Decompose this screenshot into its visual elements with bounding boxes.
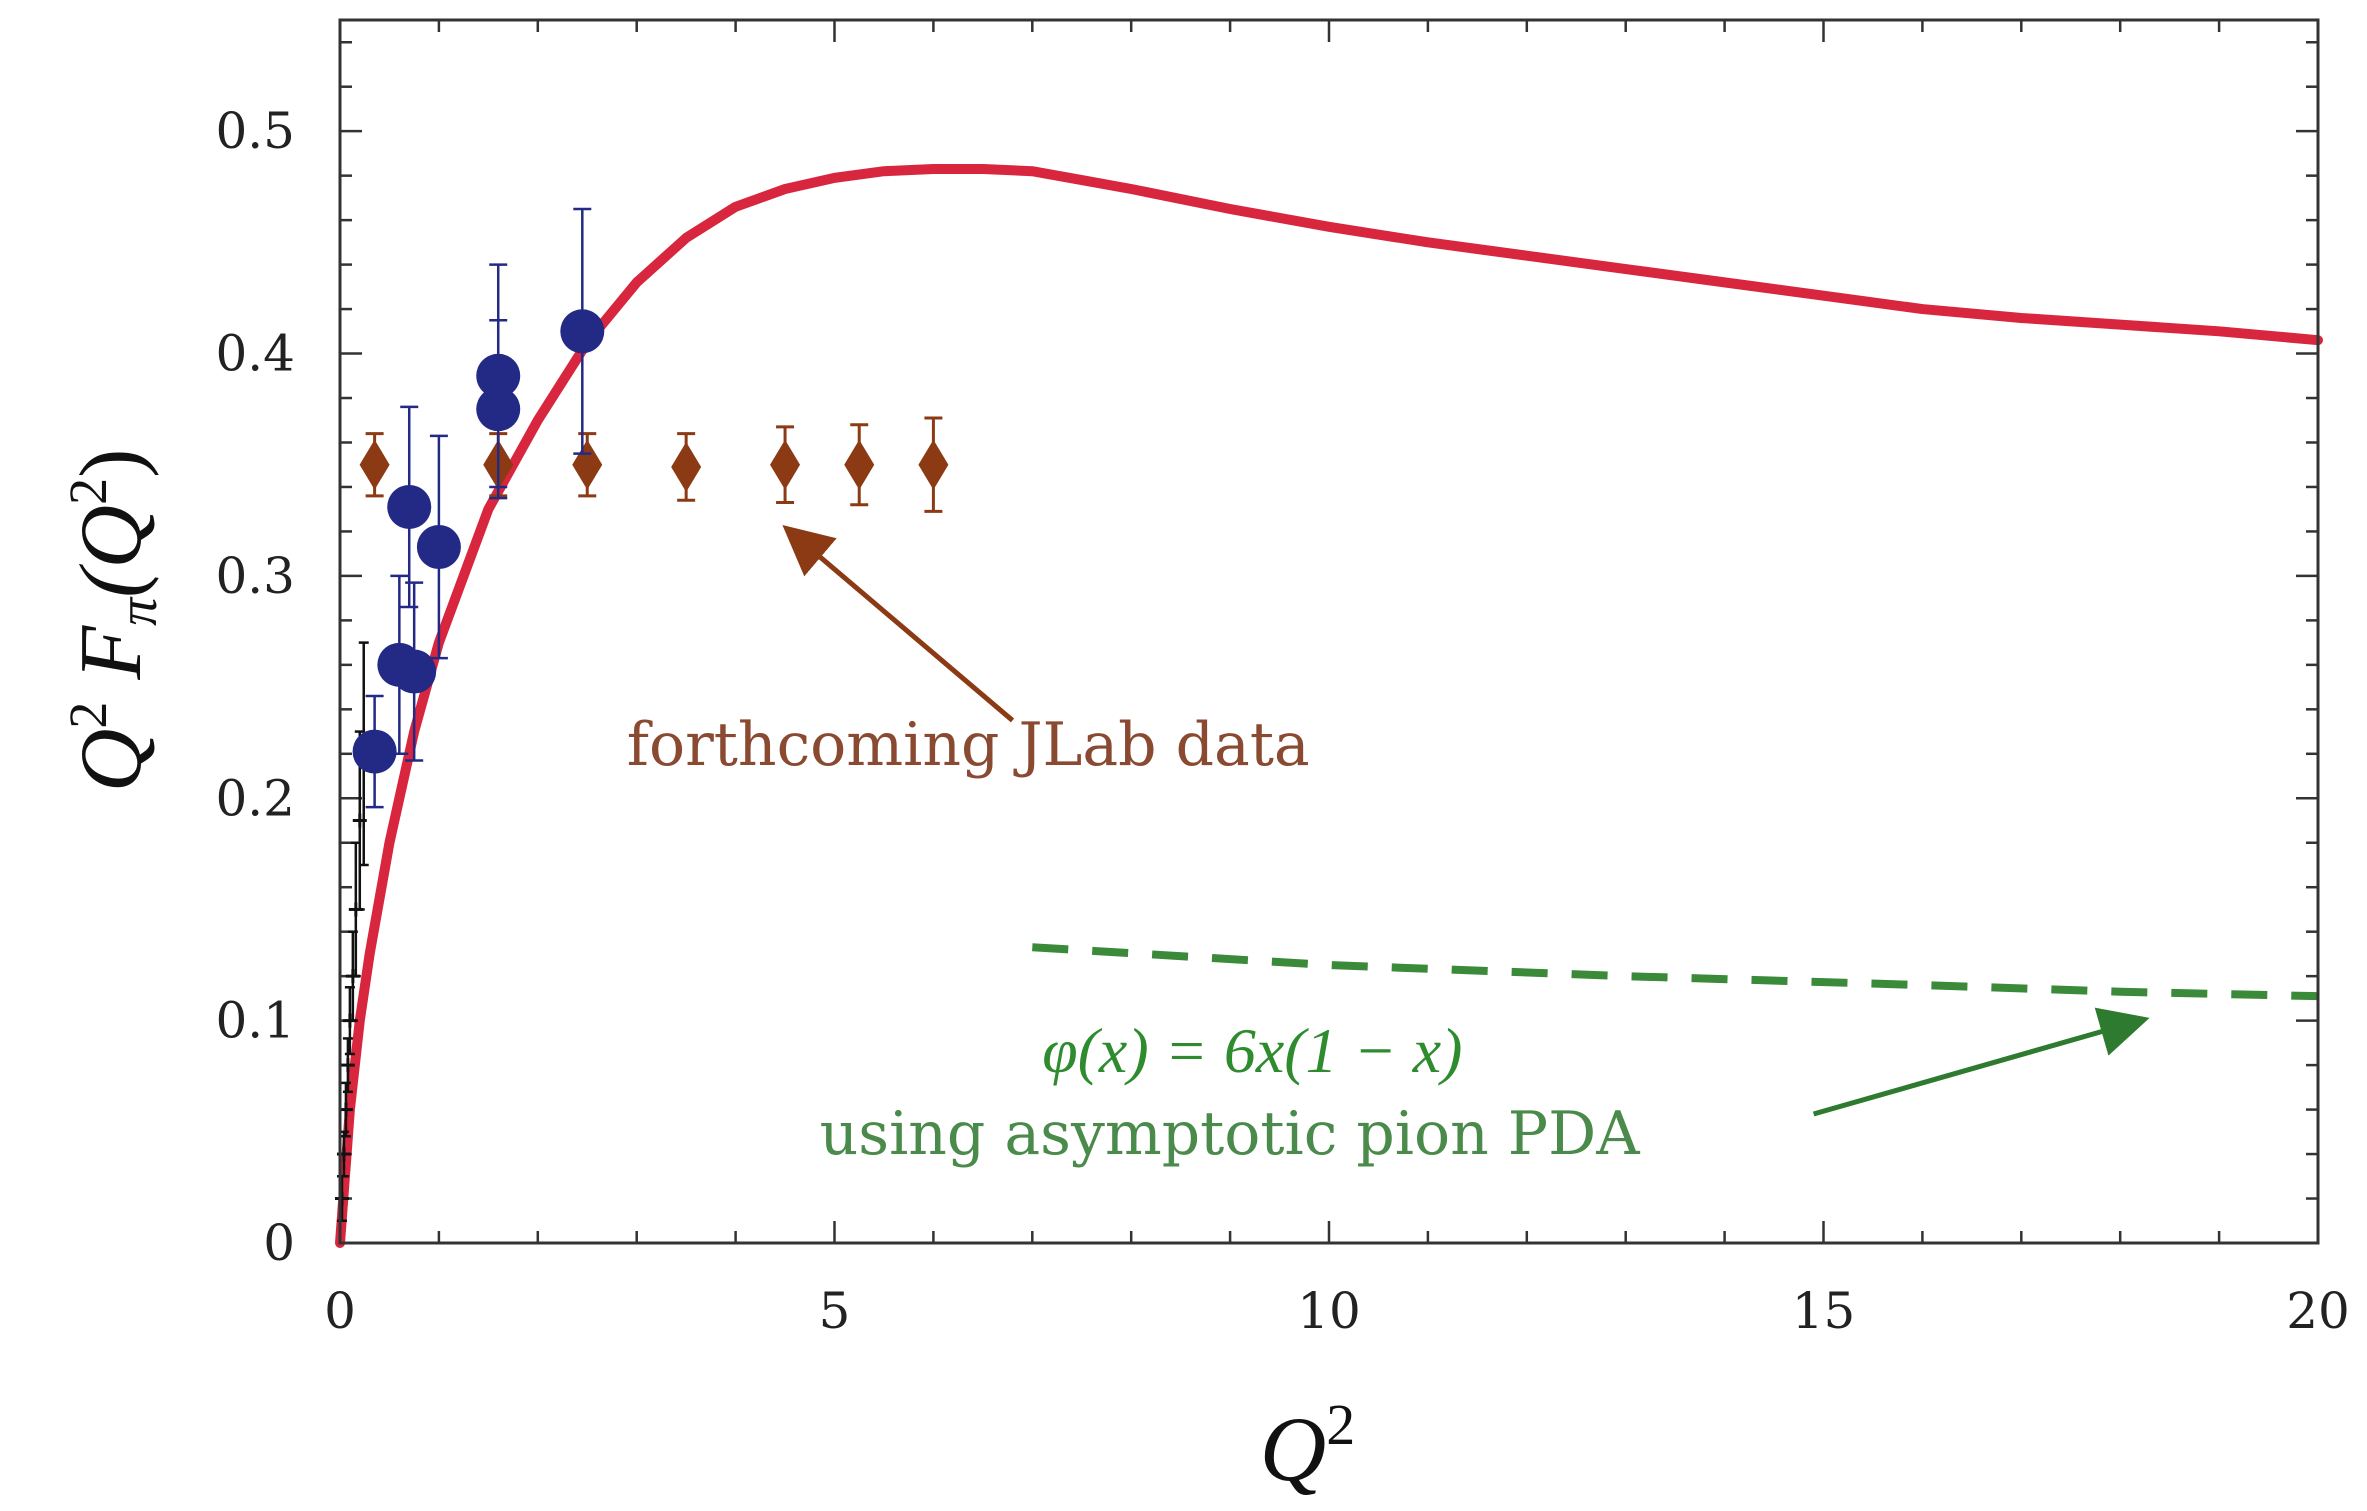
y-tick-label: 0.1: [215, 992, 295, 1050]
y-title-pi: π: [107, 596, 169, 626]
annotation-asymptotic-pda: using asymptotic pion PDA: [820, 1099, 1641, 1169]
y-title-f: F: [63, 625, 160, 702]
x-axis-title-base: Q: [1260, 1398, 1326, 1500]
data-point-diamond: [918, 439, 949, 490]
y-title-open: (Q: [63, 505, 160, 598]
data-point-diamond: [770, 439, 801, 490]
data-point-diamond: [572, 439, 603, 490]
y-title-sup1: 2: [58, 702, 118, 729]
data-point-circle: [416, 525, 461, 570]
y-title-close: ): [63, 449, 160, 478]
tick-labels: 0 5 10 15 20 0 0.1 0.2 0.3 0.4 0.5: [215, 102, 2349, 1340]
annotations: forthcoming JLab data φ(x) = 6x(1 − x) u…: [627, 524, 2150, 1169]
y-tick-label: 0.5: [215, 102, 295, 160]
annotation-jlab-arrow: [782, 524, 1015, 723]
series-layer: [334, 163, 2323, 1248]
annotation-jlab: forthcoming JLab data: [627, 710, 1310, 780]
y-axis-title: Q2 Fπ(Q2): [58, 449, 169, 793]
data-point-circle: [476, 387, 521, 432]
x-tick-label: 0: [324, 1282, 356, 1340]
data-point-circle: [352, 729, 397, 774]
y-tick-label: 0.2: [215, 769, 295, 827]
asymptotic-pda-curve: [1032, 943, 2319, 1001]
x-axis-title-sup: 2: [1326, 1392, 1355, 1457]
y-tick-label: 0.3: [215, 547, 295, 605]
y-tick-label: 0: [263, 1214, 295, 1272]
y-tick-label: 0.4: [215, 325, 295, 383]
plot-frame: [338, 18, 2320, 1245]
theory-curve: [335, 163, 2323, 1248]
data-point-circle: [387, 484, 432, 529]
annotation-asymptotic-pda-arrow: [1812, 1007, 2150, 1117]
data-point-circle: [560, 309, 605, 354]
annotation-pda-formula: φ(x) = 6x(1 − x): [1042, 1015, 1462, 1086]
data-point-diamond: [844, 439, 875, 490]
x-axis-title: Q2: [1260, 1392, 1355, 1500]
x-tick-label: 15: [1792, 1282, 1856, 1340]
y-title-q: Q: [63, 729, 160, 793]
data-point-diamond: [671, 441, 702, 492]
data-point-circle: [392, 649, 437, 694]
x-tick-label: 5: [819, 1282, 851, 1340]
axis-ticks: [338, 20, 2320, 1245]
y-title-sup2: 2: [58, 478, 118, 505]
data-point-diamond: [359, 439, 390, 490]
x-tick-label: 10: [1297, 1282, 1361, 1340]
x-tick-label: 20: [2286, 1282, 2350, 1340]
